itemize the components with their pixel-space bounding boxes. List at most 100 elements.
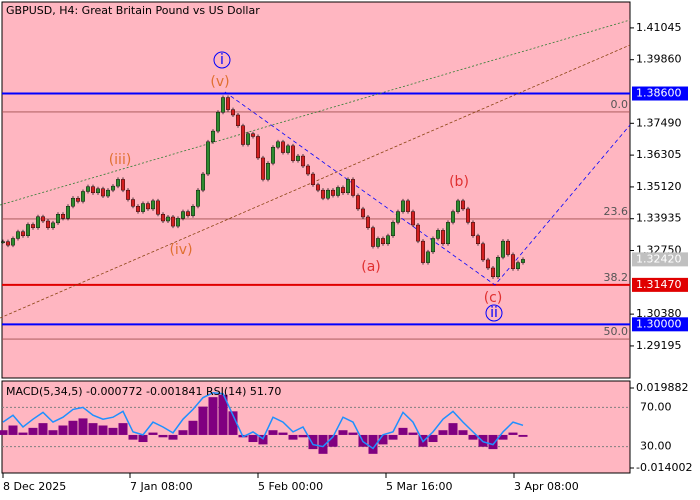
candle: [140, 203, 145, 212]
fib-label: 23.6: [604, 205, 629, 218]
candle: [120, 179, 125, 191]
candle: [70, 197, 75, 207]
fib-label: 38.2: [604, 271, 629, 284]
candle: [361, 208, 366, 218]
macd-bar: [408, 432, 418, 435]
candle: [185, 211, 190, 216]
candle: [250, 133, 255, 137]
x-tick-label: 8 Dec 2025: [3, 480, 66, 493]
candle: [155, 200, 160, 215]
candle: [481, 243, 486, 261]
macd-bar: [118, 423, 128, 435]
candle: [75, 197, 80, 202]
candle: [296, 155, 301, 161]
candle: [195, 189, 200, 207]
macd-bar: [98, 425, 108, 435]
candle: [411, 211, 416, 226]
candle: [496, 257, 501, 278]
candle: [501, 240, 506, 258]
candle: [366, 216, 371, 228]
macd-bar: [168, 434, 178, 440]
macd-bar: [8, 425, 18, 435]
candle: [436, 230, 441, 239]
candle: [160, 214, 165, 222]
level-box: [632, 317, 688, 332]
candle: [521, 259, 526, 263]
candle: [281, 141, 286, 153]
candle: [471, 222, 476, 236]
candle: [65, 206, 70, 219]
macd-bar: [248, 434, 258, 443]
candle: [466, 208, 471, 223]
candle: [286, 145, 291, 153]
candle: [26, 224, 31, 236]
level-label: 1.30000: [636, 317, 682, 330]
candle: [341, 187, 346, 194]
candle: [31, 224, 36, 228]
macd-bar: [188, 420, 198, 435]
candle: [511, 254, 516, 269]
channel-line: [0, 19, 631, 206]
candle: [376, 238, 381, 247]
macd-bar: [268, 430, 278, 435]
candle: [426, 251, 431, 263]
y-tick-label: 1.29195: [636, 339, 682, 352]
candle: [110, 185, 115, 191]
candle: [301, 155, 306, 167]
level-box: [632, 277, 688, 292]
macd-bar: [68, 420, 78, 435]
candle: [456, 200, 461, 212]
candle: [210, 130, 215, 143]
candle: [130, 199, 135, 207]
wave-label: (a): [361, 259, 381, 275]
macd-bar: [458, 430, 468, 435]
candle: [271, 146, 276, 164]
wave-label: (b): [449, 174, 469, 190]
wave-label: (c): [484, 290, 503, 306]
macd-bar: [208, 397, 218, 435]
y-tick-label: 70.00: [640, 400, 672, 413]
macd-bar: [448, 423, 458, 435]
candle: [56, 214, 61, 224]
macd-bar: [258, 434, 268, 445]
macd-bar: [438, 430, 448, 435]
candle: [175, 218, 180, 227]
y-tick-label: 1.37490: [636, 116, 682, 129]
candle: [351, 179, 356, 196]
y-tick-label: 1.30380: [636, 307, 682, 320]
macd-bar: [148, 432, 158, 435]
candle: [486, 259, 491, 269]
macd-bar: [278, 432, 288, 435]
candle: [346, 179, 351, 194]
candle: [311, 173, 316, 185]
y-tick-label: 1.33935: [636, 212, 682, 225]
candle: [85, 186, 90, 192]
macd-bar: [28, 427, 38, 435]
candle: [446, 222, 451, 245]
candle: [406, 200, 411, 212]
macd-bar: [508, 432, 518, 435]
candle: [225, 97, 230, 110]
macd-bar: [0, 430, 8, 435]
macd-bar: [328, 434, 338, 447]
candle: [220, 97, 225, 113]
level-box: [632, 86, 688, 101]
candle: [266, 163, 271, 180]
candle: [326, 189, 331, 199]
wave-circle: [485, 304, 503, 322]
macd-bar: [158, 434, 168, 438]
candle: [95, 188, 100, 194]
macd-bar: [178, 430, 188, 435]
candle: [205, 141, 210, 175]
macd-bar: [318, 434, 328, 454]
candle: [391, 222, 396, 236]
candle: [291, 145, 296, 161]
candle: [431, 238, 436, 253]
macd-bar: [58, 425, 68, 435]
y-tick-label: 0.019882: [636, 381, 689, 394]
candle: [321, 189, 326, 199]
macd-bar: [308, 434, 318, 450]
candle: [105, 189, 110, 197]
fib-label: 0.0: [611, 98, 629, 111]
